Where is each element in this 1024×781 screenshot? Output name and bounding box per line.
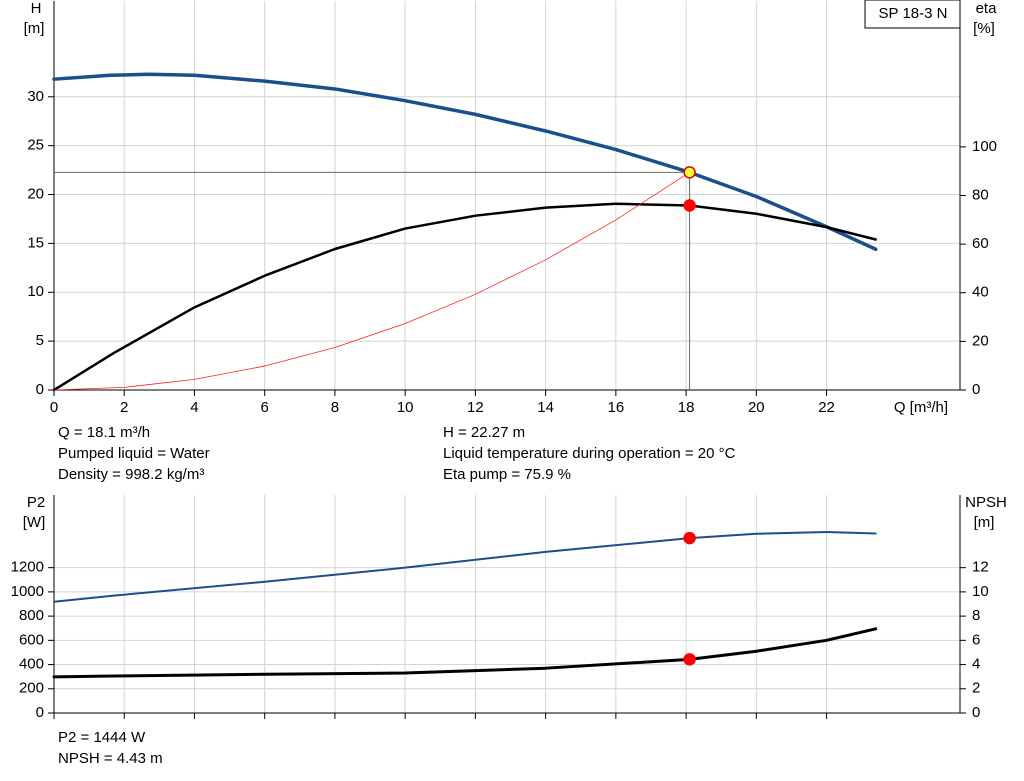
x-tick-label: 16 [608,399,625,416]
y-label: H [31,0,42,17]
annotation: NPSH = 4.43 m [58,750,163,767]
y-tick-label: 15 [27,234,44,251]
x-tick-label: 4 [190,399,198,416]
y-tick-label: 1200 [11,559,44,576]
y2-tick-label: 20 [972,332,989,349]
y-tick-label: 30 [27,88,44,105]
chart-title: SP 18-3 N [879,5,948,22]
y2-tick-label: 0 [972,381,980,398]
x-tick-label: 14 [537,399,554,416]
y2-tick-label: 2 [972,680,980,697]
operating-point [683,531,696,545]
x-label: Q [m³/h] [894,399,948,416]
y-tick-label: 200 [19,680,44,697]
x-tick-label: 2 [120,399,128,416]
y2-unit: [%] [973,20,995,37]
x-tick-label: 22 [818,399,835,416]
curve [53,530,877,603]
y-tick-label: 0 [36,381,44,398]
x-tick-label: 0 [50,399,58,416]
y-tick-label: 600 [19,631,44,648]
annotation: Eta pump = 75.9 % [443,466,571,483]
operating-point [683,166,696,179]
y-unit: [m] [24,20,45,37]
y2-tick-label: 60 [972,235,989,252]
operating-point [683,199,696,212]
y-tick-label: 800 [19,607,44,624]
x-tick-label: 20 [748,399,765,416]
y-tick-label: 400 [19,656,44,673]
curve [52,202,877,392]
title-box [864,0,961,29]
operating-point [683,653,696,666]
curve [53,171,690,391]
annotation: Pumped liquid = Water [58,445,210,462]
annotation: Liquid temperature during operation = 20… [443,445,736,462]
y2-tick-label: 8 [972,607,980,624]
y2-tick-label: 100 [972,138,997,155]
y2-tick-label: 80 [972,186,989,203]
y2-unit: [m] [974,514,995,531]
x-tick-label: 12 [467,399,484,416]
y2-tick-label: 40 [972,284,989,301]
y2-tick-label: 10 [972,583,989,600]
y2-label: eta [976,0,998,17]
x-tick-label: 6 [261,399,269,416]
annotation: Density = 998.2 kg/m³ [58,466,204,483]
y-tick-label: 20 [27,185,44,202]
y-tick-label: 5 [36,332,44,349]
curve [52,627,878,679]
x-tick-label: 10 [397,399,414,416]
y2-tick-label: 0 [972,704,980,721]
y-unit: [W] [23,514,46,531]
annotation: Q = 18.1 m³/h [58,424,150,441]
curve [52,72,878,252]
y-tick-label: 25 [27,137,44,154]
annotation: P2 = 1444 W [58,729,146,746]
y-tick-label: 0 [36,704,44,721]
y2-tick-label: 4 [972,656,980,673]
y-label: P2 [27,494,45,511]
annotation: H = 22.27 m [443,424,525,441]
x-tick-label: 18 [678,399,695,416]
y-tick-label: 1000 [11,583,44,600]
y-tick-label: 10 [27,283,44,300]
y2-tick-label: 12 [972,559,989,576]
y2-tick-label: 6 [972,631,980,648]
x-tick-label: 8 [331,399,339,416]
y2-label: NPSH [965,494,1007,511]
